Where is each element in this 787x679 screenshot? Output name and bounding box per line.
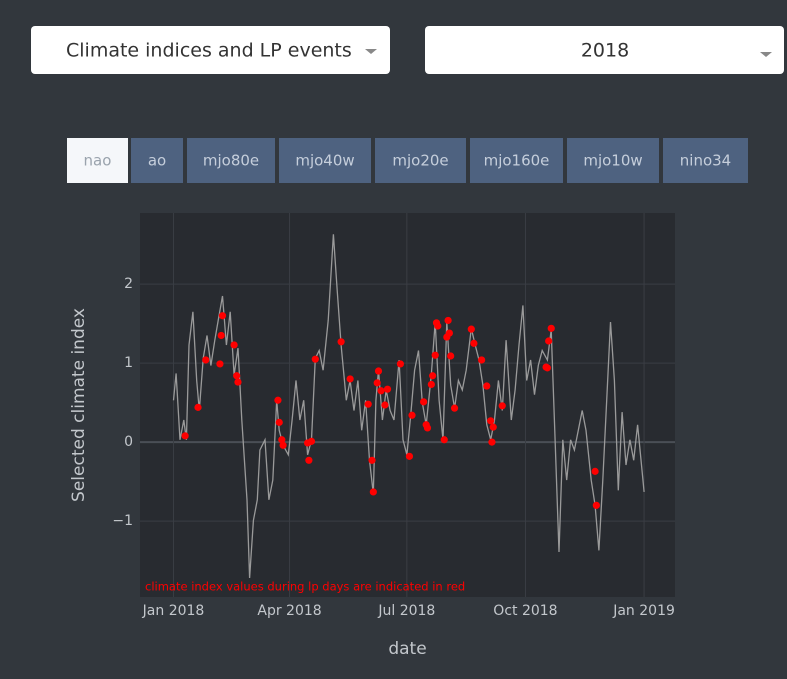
- x-tick-label: Apr 2018: [257, 603, 321, 619]
- tab-bar: nao ao mjo80e mjo40w mjo20e mjo160e mjo10w nino…: [67, 138, 748, 183]
- lp-point: [274, 396, 282, 404]
- lp-point: [279, 441, 287, 449]
- tab[interactable]: [67, 138, 128, 183]
- lp-point: [181, 432, 189, 440]
- lp-point: [434, 322, 442, 330]
- lp-point: [381, 401, 389, 409]
- lp-point: [592, 501, 600, 509]
- lp-point: [487, 417, 495, 425]
- lp-point: [450, 404, 459, 412]
- lp-point: [427, 380, 435, 389]
- dropdown-value: Climate indices and LP events: [66, 40, 352, 62]
- tab[interactable]: [279, 138, 371, 183]
- lp-point: [489, 423, 497, 431]
- lp-point: [408, 411, 416, 419]
- x-tick-label: Jan 2018: [142, 603, 205, 619]
- y-tick-label: 1: [124, 355, 133, 371]
- tab-label: mjo80e: [203, 152, 259, 170]
- lp-point: [431, 351, 439, 359]
- x-tick-label: Oct 2018: [493, 603, 557, 619]
- y-tick-label: −1: [112, 513, 133, 529]
- lp-point: [423, 424, 432, 432]
- lp-point: [478, 356, 486, 364]
- lp-point: [216, 360, 224, 368]
- tab-label: mjo20e: [392, 152, 448, 170]
- lp-point: [383, 385, 392, 393]
- lp-point: [445, 329, 453, 337]
- lp-point: [396, 360, 405, 368]
- lp-point: [194, 403, 202, 411]
- annotation: climate index values during lp days are …: [145, 580, 465, 594]
- dropdown-arrow: [760, 52, 772, 57]
- lp-point: [591, 467, 599, 475]
- lp-point: [230, 341, 238, 349]
- tab-label: ao: [148, 152, 166, 170]
- tab-label: mjo40w: [295, 152, 354, 170]
- lp-point: [307, 437, 316, 445]
- tab[interactable]: [663, 138, 748, 183]
- plot-area: [140, 213, 675, 597]
- tab[interactable]: [567, 138, 659, 183]
- lp-point: [233, 372, 241, 380]
- tab-label: nao: [84, 152, 112, 170]
- dropdown-arrow: [365, 49, 377, 54]
- lp-point: [405, 452, 414, 460]
- lp-point: [337, 338, 345, 346]
- lp-point: [275, 418, 283, 426]
- lp-point: [202, 356, 210, 364]
- lp-point: [488, 438, 496, 446]
- year-dropdown[interactable]: [425, 26, 784, 74]
- tab[interactable]: [187, 138, 275, 183]
- index-line: [172, 234, 645, 579]
- lp-point: [440, 436, 448, 444]
- y-axis-title: Selected climate index: [69, 308, 89, 502]
- lp-point: [483, 382, 491, 390]
- lp-point: [369, 488, 377, 496]
- lp-point: [346, 375, 354, 383]
- chart: 2 1 0 −1 Jan 2018 Apr 2018 Jul 2018 Oct 2018 Jan…: [69, 213, 675, 659]
- lp-point: [364, 400, 372, 408]
- tab[interactable]: [131, 138, 183, 183]
- y-tick-label: 0: [124, 434, 133, 450]
- lp-point: [470, 339, 478, 347]
- lp-point: [498, 402, 506, 410]
- lp-point: [234, 378, 242, 386]
- y-tick-label: 2: [124, 276, 133, 292]
- lp-point: [545, 337, 553, 345]
- lp-point: [547, 324, 555, 332]
- tab-label: mjo160e: [484, 152, 550, 170]
- dataset-dropdown[interactable]: [31, 26, 390, 74]
- lp-point: [429, 372, 437, 380]
- lp-point: [420, 398, 428, 406]
- tab-label: nino34: [680, 152, 731, 170]
- tab-label: mjo10w: [583, 152, 642, 170]
- lp-point: [368, 456, 376, 464]
- lp-point: [447, 352, 455, 360]
- lp-point: [278, 436, 286, 444]
- lp-point: [444, 316, 452, 325]
- lp-point: [311, 355, 319, 363]
- x-axis-title: date: [388, 639, 426, 659]
- dropdown-value: 2018: [581, 40, 629, 62]
- lp-point: [305, 456, 313, 464]
- tab[interactable]: [375, 138, 466, 183]
- lp-point: [373, 379, 381, 387]
- lp-point: [467, 325, 475, 333]
- lp-point: [217, 331, 225, 340]
- lp-point: [374, 367, 383, 375]
- lp-point: [377, 387, 385, 395]
- x-tick-label: Jul 2018: [377, 603, 435, 619]
- tab[interactable]: [470, 138, 563, 183]
- lp-point: [218, 312, 227, 320]
- x-tick-label: Jan 2019: [612, 603, 675, 619]
- lp-point: [543, 364, 551, 372]
